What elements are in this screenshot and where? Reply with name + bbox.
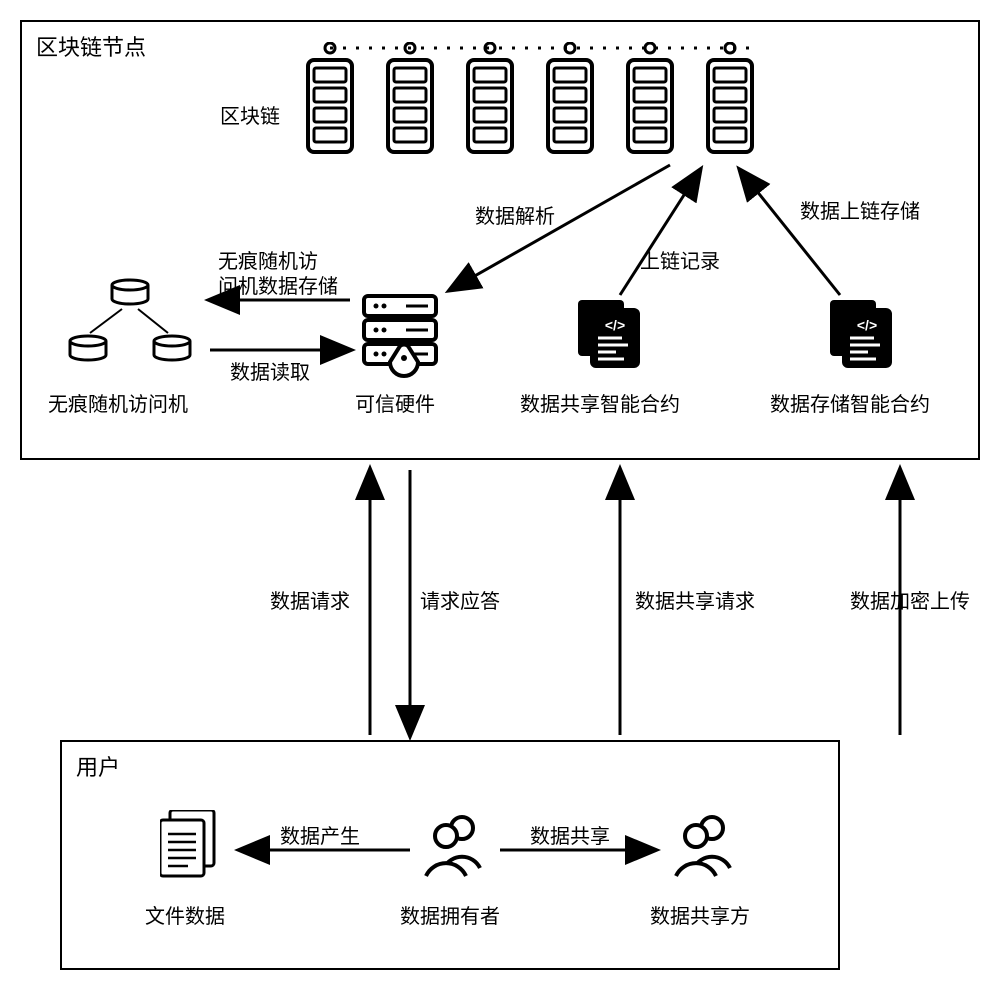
- file-data-label: 文件数据: [145, 900, 225, 929]
- user-box-title: 用户: [76, 750, 120, 782]
- store-contract-icon: [830, 300, 900, 376]
- uplink-record-label: 上链记录: [640, 245, 720, 274]
- trusted-hw-label: 可信硬件: [355, 388, 435, 417]
- trusted-hw-icon: [360, 290, 450, 380]
- blockchain-servers-icon: [300, 42, 780, 162]
- share-contract-icon: [578, 300, 648, 376]
- encrypt-upload-label: 数据加密上传: [850, 585, 970, 614]
- oram-icon: [60, 275, 200, 375]
- data-read-label: 数据读取: [230, 356, 310, 385]
- store-contract-label: 数据存储智能合约: [770, 388, 930, 417]
- data-parse-label: 数据解析: [475, 200, 555, 229]
- data-owner-label: 数据拥有者: [400, 900, 500, 929]
- uplink-store-label: 数据上链存储: [800, 195, 920, 224]
- data-owner-icon: [420, 812, 490, 888]
- data-request-label: 数据请求: [270, 585, 350, 614]
- blockchain-node-title: 区块链节点: [36, 30, 146, 62]
- data-sharer-label: 数据共享方: [650, 900, 750, 929]
- data-share-label: 数据共享: [530, 820, 610, 849]
- data-gen-label: 数据产生: [280, 820, 360, 849]
- share-request-label: 数据共享请求: [635, 585, 755, 614]
- blockchain-label: 区块链: [220, 100, 280, 129]
- oram-storage-label: 无痕随机访 问机数据存储: [218, 250, 338, 300]
- data-sharer-icon: [670, 812, 740, 888]
- file-data-icon: [160, 810, 224, 886]
- share-contract-label: 数据共享智能合约: [520, 388, 680, 417]
- oram-label: 无痕随机访问机: [48, 388, 188, 417]
- request-response-label: 请求应答: [420, 585, 500, 614]
